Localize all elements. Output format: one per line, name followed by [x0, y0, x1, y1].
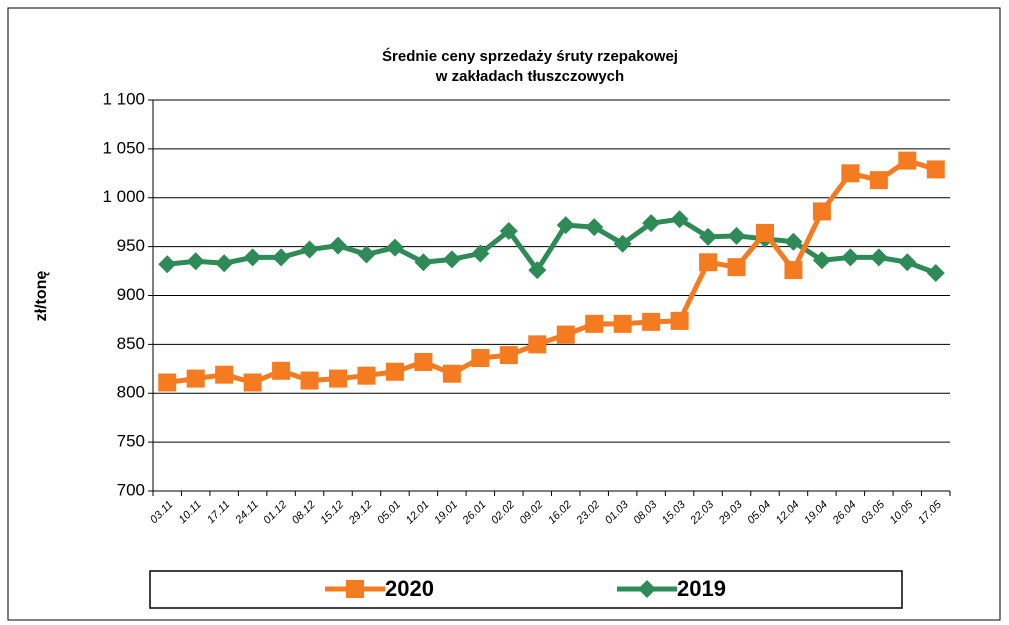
point: [414, 352, 433, 371]
point: [727, 226, 746, 245]
point: [528, 261, 547, 280]
point: [613, 234, 632, 253]
chart-title: Średnie ceny sprzedaży śruty rzepakowej: [382, 47, 678, 65]
series-line: [166, 158, 937, 385]
point: [300, 371, 319, 390]
point: [215, 254, 234, 273]
point: [585, 314, 604, 333]
point: [471, 244, 490, 263]
point: [471, 349, 490, 368]
point: [442, 250, 461, 269]
point: [699, 253, 718, 272]
point: [158, 373, 177, 392]
point: [329, 369, 348, 388]
point: [755, 223, 774, 242]
point: [528, 335, 547, 354]
y-tick-label: 1 100: [102, 89, 145, 108]
legend-label: 2020: [385, 576, 434, 601]
y-tick-label: 1 050: [102, 138, 145, 157]
point: [158, 255, 177, 274]
point: [727, 258, 746, 277]
point: [499, 346, 518, 365]
point: [243, 373, 262, 392]
point: [812, 202, 831, 221]
point: [272, 361, 291, 380]
point: [414, 253, 433, 272]
point: [841, 164, 860, 183]
point: [841, 248, 860, 267]
y-axis-label: zł/tonę: [33, 271, 50, 322]
y-tick-label: 800: [117, 383, 145, 402]
point: [784, 232, 803, 251]
point: [243, 248, 262, 267]
point: [642, 312, 661, 331]
point: [385, 238, 404, 257]
point: [357, 366, 376, 385]
point: [613, 314, 632, 333]
point: [812, 251, 831, 270]
point: [357, 245, 376, 264]
legend-box: [149, 570, 903, 609]
y-tick-label: 900: [117, 285, 145, 304]
y-tick-label: 850: [117, 334, 145, 353]
y-tick-label: 1 000: [102, 187, 145, 206]
point: [784, 261, 803, 280]
y-tick-label: 950: [117, 236, 145, 255]
point: [869, 171, 888, 190]
point: [642, 214, 661, 233]
y-tick-label: 700: [117, 480, 145, 499]
point: [499, 221, 518, 240]
point: [898, 151, 917, 170]
point: [300, 240, 319, 259]
point: [869, 248, 888, 267]
legend-marker: [346, 580, 364, 598]
point: [272, 248, 291, 267]
series-line: [166, 216, 937, 276]
point: [186, 369, 205, 388]
point: [670, 210, 689, 229]
point: [556, 325, 575, 344]
point: [898, 253, 917, 272]
point: [926, 160, 945, 179]
point: [926, 264, 945, 283]
point: [699, 227, 718, 246]
point: [556, 216, 575, 235]
legend-marker: [638, 580, 656, 598]
point: [186, 252, 205, 271]
point: [385, 362, 404, 381]
point: [442, 364, 461, 383]
point: [329, 236, 348, 255]
point: [215, 365, 234, 384]
point: [585, 218, 604, 237]
y-tick-label: 750: [117, 432, 145, 451]
chart-border: [7, 7, 1001, 621]
legend-label: 2019: [677, 576, 726, 601]
chart-subtitle: w zakładach tłuszczowych: [435, 68, 624, 85]
point: [670, 311, 689, 330]
